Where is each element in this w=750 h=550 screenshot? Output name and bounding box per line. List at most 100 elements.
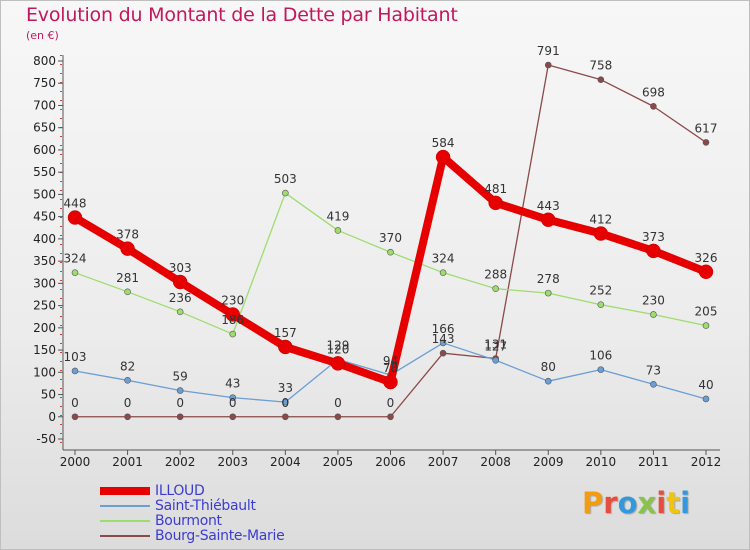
x-tick-label: 2001: [112, 455, 143, 469]
chart-legend: ILLOUD Saint-Thiébault Bourmont Bourg-Saint…: [100, 484, 400, 544]
data-label: 40: [698, 378, 713, 392]
data-point: [597, 301, 605, 308]
data-point: [541, 212, 556, 228]
proxiti-logo: Proxiti: [582, 486, 690, 526]
x-tick-label: 2011: [638, 455, 669, 469]
data-label: 584: [432, 136, 455, 150]
legend-swatch: [100, 505, 150, 507]
data-label: 0: [71, 396, 79, 410]
data-label: 0: [282, 396, 290, 410]
data-point: [334, 413, 342, 421]
chart-title: Evolution du Montant de la Dette par Hab…: [26, 4, 458, 26]
legend-item: Bourg-Sainte-Marie: [100, 529, 400, 544]
data-point: [176, 413, 184, 421]
y-tick-label: 150: [33, 343, 56, 357]
legend-swatch: [100, 487, 150, 495]
y-tick-label: 400: [33, 232, 56, 246]
data-point: [544, 289, 552, 297]
data-point: [124, 288, 131, 296]
data-point: [67, 210, 83, 225]
legend-swatch: [100, 520, 150, 522]
data-label: 370: [379, 231, 402, 245]
x-tick-label: 2010: [586, 455, 617, 469]
data-label: 0: [387, 396, 395, 410]
x-tick-label: 2003: [217, 455, 248, 469]
data-point: [597, 366, 605, 373]
data-label: 324: [64, 252, 87, 266]
logo-letter: o: [617, 486, 638, 520]
data-point: [229, 330, 237, 338]
legend-label: Saint-Thiébault: [155, 498, 256, 514]
x-tick-label: 2007: [428, 455, 459, 469]
data-point: [282, 413, 289, 421]
data-point: [650, 381, 657, 388]
y-tick-label: 300: [33, 276, 56, 290]
y-tick-label: 700: [33, 98, 56, 112]
data-label: 0: [229, 396, 237, 410]
data-point: [492, 356, 499, 364]
data-label: 281: [116, 271, 139, 285]
logo-letter: P: [582, 486, 604, 520]
data-label: 412: [589, 213, 612, 227]
data-point: [330, 356, 346, 371]
x-tick-label: 2005: [323, 455, 354, 469]
y-tick-label: 200: [33, 321, 56, 335]
data-label: 94: [383, 354, 398, 368]
data-point: [71, 269, 79, 276]
x-tick-label: 2000: [60, 455, 91, 469]
data-label: 120: [326, 342, 349, 356]
data-label: 698: [642, 85, 665, 99]
legend-item: ILLOUD: [100, 484, 400, 499]
y-tick-label: 350: [33, 254, 56, 268]
y-tick-label: 600: [33, 143, 56, 157]
data-point: [124, 376, 131, 384]
data-label: 106: [589, 349, 612, 363]
data-label: 791: [537, 44, 560, 58]
data-label: 82: [120, 359, 135, 373]
legend-label: Bourmont: [155, 513, 222, 529]
logo-letter: t: [666, 486, 681, 520]
data-label: 326: [695, 251, 718, 265]
logo-letter: r: [603, 486, 618, 520]
series-illoud: [67, 149, 714, 390]
data-point: [439, 339, 447, 347]
data-point: [544, 377, 552, 385]
data-label: 252: [589, 284, 612, 298]
data-point: [282, 189, 289, 197]
data-label: 758: [589, 59, 612, 73]
data-point: [383, 374, 398, 390]
data-label: 443: [537, 199, 560, 213]
chart-unit: (en €): [26, 29, 59, 42]
y-tick-label: 250: [33, 299, 56, 313]
data-point: [172, 274, 188, 290]
data-point: [334, 227, 342, 234]
data-label: 80: [541, 360, 556, 374]
data-label: 378: [116, 228, 139, 242]
data-point: [124, 413, 131, 421]
y-tick-label: 550: [33, 165, 56, 179]
legend-item: Bourmont: [100, 514, 400, 529]
logo-letter: x: [637, 486, 657, 520]
data-label: 0: [176, 396, 184, 410]
series-bourg-sainte-marie: [71, 61, 710, 421]
data-point: [120, 241, 135, 256]
data-label: 419: [326, 209, 349, 223]
data-label: 230: [221, 293, 244, 307]
data-point: [492, 285, 499, 292]
data-label: 0: [334, 396, 342, 410]
data-label: 0: [124, 396, 132, 410]
data-point: [435, 149, 451, 165]
x-tick-label: 2008: [480, 455, 511, 469]
data-point: [71, 367, 79, 375]
y-tick-label: 50: [41, 388, 56, 402]
data-point: [387, 248, 394, 256]
data-label: 617: [695, 121, 718, 135]
data-point: [702, 322, 710, 329]
logo-letter: i: [680, 486, 691, 520]
data-label: 205: [695, 305, 718, 319]
data-point: [387, 413, 394, 421]
data-point: [488, 195, 503, 211]
data-point: [71, 413, 79, 421]
y-tick-label: 0: [48, 410, 56, 424]
